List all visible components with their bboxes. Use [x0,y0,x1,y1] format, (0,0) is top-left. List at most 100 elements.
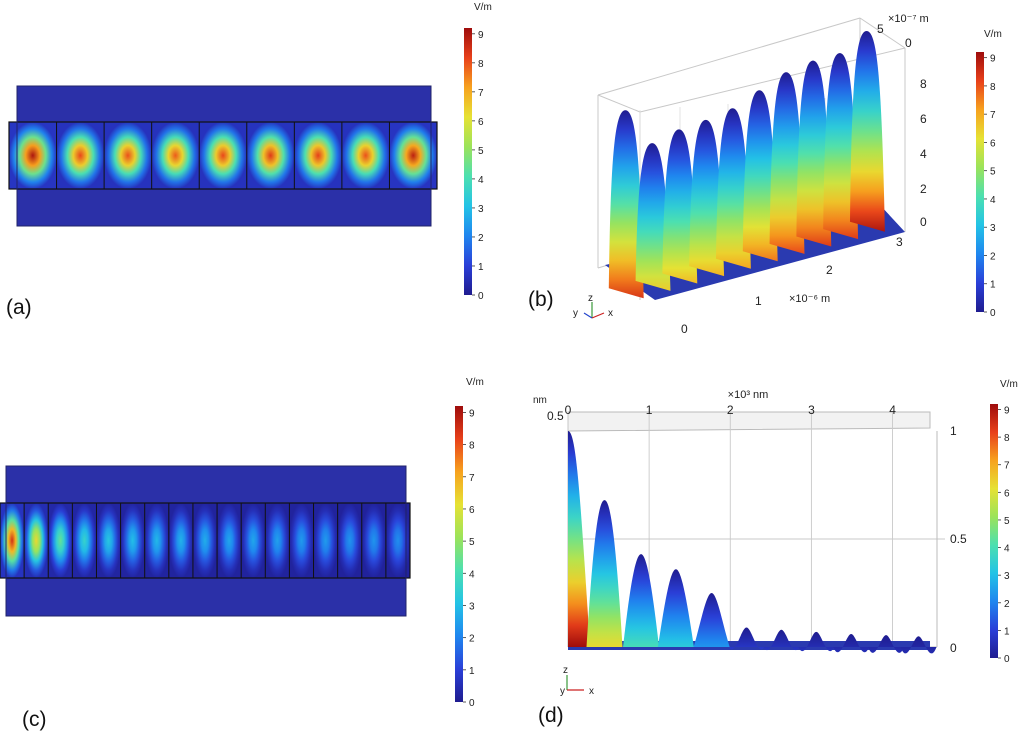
colorbar-strip [976,52,984,312]
top-band [567,411,931,432]
depth-tick-label: 0.5 [547,409,564,423]
triad-y-label: y [573,308,578,319]
field-cell [389,122,437,189]
x-tick-label: 2 [826,263,833,277]
colorbar-tick-label: 7 [990,110,996,121]
triad-x-label: x [608,308,613,319]
x-tick-label: 0 [681,322,688,336]
field-cell [265,503,290,578]
colorbar-tick-label: 0 [478,291,484,302]
panel-label-d: (d) [538,704,564,727]
triad-y-label: y [560,686,565,697]
field-peak [586,500,623,647]
triad-z-label: z [563,665,568,676]
colorbar-strip [464,28,472,295]
field-cell [199,122,247,189]
z-tick-label: 4 [920,147,927,161]
colorbar-tick-label: 0 [469,698,475,709]
field-cell [104,122,152,189]
colorbar-tick-label: 1 [478,262,484,273]
x-tick-label: 2 [727,403,734,417]
colorbar-tick-label: 1 [990,280,996,291]
box-gridline [859,17,906,49]
field-cell [151,122,200,189]
field-cell [361,503,386,578]
field-cell [341,122,390,189]
colorbar-a: V/m 0 1 2 3 4 5 6 7 8 9 [464,2,492,302]
colorbar-tick-label: 9 [469,408,475,419]
field-cell [313,503,338,578]
colorbar-tick-label: 7 [1004,461,1010,472]
colorbar-tick-label: 6 [1004,488,1010,499]
depth-axis-label: ×10⁻⁷ m [888,13,929,25]
x-tick-label: 3 [896,235,903,249]
colorbar-unit: V/m [984,29,1002,40]
z-tick-label: 0.5 [950,532,967,546]
field-cell [9,122,57,189]
field-cell [120,503,145,578]
colorbar-tick-label: 3 [469,601,475,612]
colorbar-tick-label: 2 [469,634,475,645]
core-outline [0,502,411,579]
field-cell [246,122,295,189]
colorbar-tick-label: 4 [990,195,996,206]
field-cell [96,503,121,578]
colorbar-tick-label: 9 [990,54,996,65]
colorbar-c: V/m 0 1 2 3 4 5 6 7 8 9 [455,377,484,709]
colorbar-tick-label: 8 [469,441,475,452]
panel-label-b: (b) [528,288,554,311]
field-peak [728,627,765,650]
colorbar-tick-label: 0 [990,308,996,319]
cladding-outline [5,465,407,617]
colorbar-tick-label: 9 [1004,406,1010,417]
colorbar-tick-label: 3 [478,204,484,215]
field-peak [769,72,805,254]
z-tick-label: 0 [920,215,927,229]
colorbar-strip [455,406,463,702]
field-peak [662,129,698,284]
box-gridline [597,94,641,113]
colorbar-tick-label: 1 [1004,626,1010,637]
colorbar-unit: V/m [466,377,484,388]
depth-tick-label: 0 [905,36,912,50]
colorbar-tick-label: 9 [478,30,484,41]
colorbar-unit: V/m [1000,379,1018,390]
colorbar-tick-label: 6 [469,505,475,516]
field-cell [217,503,242,578]
field-peak [689,119,725,277]
colorbar-tick-label: 2 [1004,599,1010,610]
colorbar-unit: V/m [474,2,492,13]
colorbar-tick-label: 7 [469,473,475,484]
field-cell [294,122,342,189]
colorbar-tick-label: 4 [1004,544,1010,555]
field-peak [849,30,885,232]
field-cell [56,122,105,189]
z-tick-label: 2 [920,182,927,196]
colorbar-tick-label: 3 [1004,571,1010,582]
field-cell [24,503,49,578]
field-peak [742,90,778,262]
box-gridline [597,17,861,96]
field-cell [48,503,73,578]
field-peak [635,143,671,291]
colorbar-tick-label: 3 [990,223,996,234]
colorbar-tick-label: 1 [469,666,475,677]
z-tick-label: 6 [920,112,927,126]
colorbar-tick-label: 0 [1004,654,1010,665]
panel-c-heatmap [0,465,411,617]
colorbar-tick-label: 2 [478,233,484,244]
colorbar-tick-label: 7 [478,88,484,99]
field-cell [0,503,25,578]
x-axis-label: ×10⁻⁶ m [789,293,830,305]
x-axis-label: ×10³ nm [728,389,769,401]
field-peak [608,110,644,299]
triad-z-label: z [588,293,593,304]
field-peak [796,60,832,247]
colorbar-tick-label: 5 [478,146,484,157]
x-tick-label: 4 [889,403,896,417]
triad-x-label: x [589,686,594,697]
cladding-outline [16,85,432,227]
field-cell [337,503,362,578]
colorbar-tick-label: 5 [469,537,475,548]
